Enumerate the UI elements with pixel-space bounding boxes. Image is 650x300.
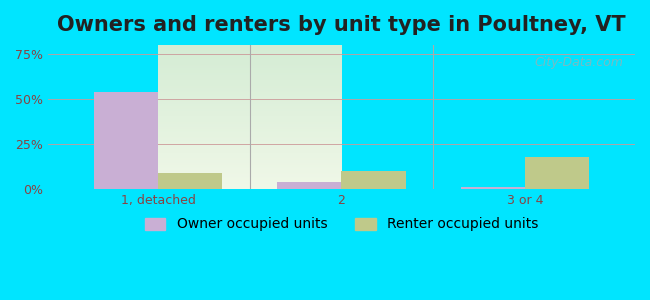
Text: City-Data.com: City-Data.com bbox=[534, 56, 623, 69]
Bar bbox=[525, 157, 589, 189]
Bar bbox=[341, 171, 406, 189]
Bar bbox=[277, 182, 341, 189]
Title: Owners and renters by unit type in Poultney, VT: Owners and renters by unit type in Poult… bbox=[57, 15, 626, 35]
Bar bbox=[158, 173, 222, 189]
Bar bbox=[94, 92, 158, 189]
Bar bbox=[461, 188, 525, 189]
Legend: Owner occupied units, Renter occupied units: Owner occupied units, Renter occupied un… bbox=[139, 212, 544, 237]
